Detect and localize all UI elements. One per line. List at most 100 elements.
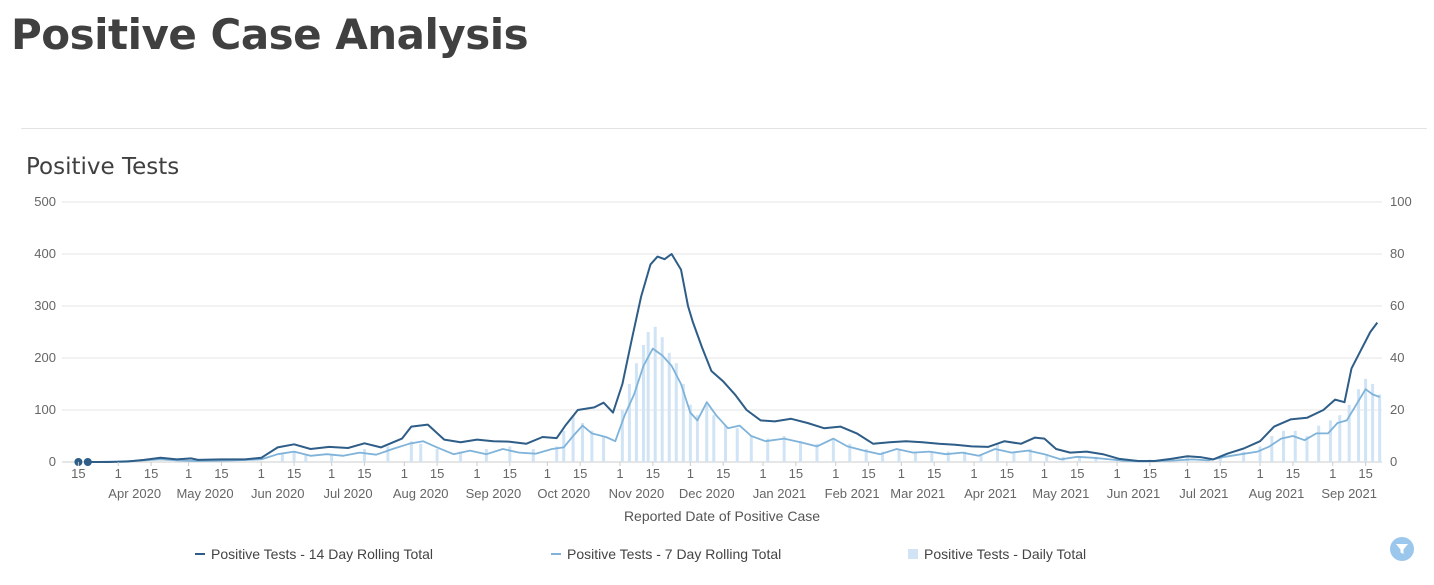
x-tick-label: 15 [1213, 466, 1227, 481]
daily-total-bar [1378, 394, 1382, 462]
x-tick-label: 15 [1143, 466, 1157, 481]
daily-total-bar [782, 436, 786, 462]
daily-total-bar [292, 451, 296, 462]
daily-total-bar [1282, 430, 1286, 462]
daily-total-bar [508, 446, 512, 462]
x-month-label: Aug 2020 [393, 486, 449, 501]
daily-total-bar [627, 384, 631, 462]
daily-total-bar [660, 337, 664, 462]
legend-swatch [908, 549, 918, 559]
x-tick-label: 1 [1113, 466, 1120, 481]
daily-total-bar [674, 363, 678, 462]
x-month-label: May 2021 [1032, 486, 1089, 501]
series-7-day-line [90, 347, 1381, 463]
daily-total-bar [330, 454, 334, 462]
daily-total-bar [386, 446, 390, 462]
daily-total-bar [1305, 436, 1309, 462]
x-tick-label: 1 [970, 466, 977, 481]
daily-total-bar [735, 428, 739, 462]
daily-total-bar [667, 352, 671, 462]
daily-total-bar [724, 425, 728, 462]
x-tick-label: 15 [71, 466, 85, 481]
daily-total-bar [799, 441, 803, 462]
x-tick-label: 1 [898, 466, 905, 481]
daily-total-bar [1258, 446, 1262, 462]
filter-icon [1396, 544, 1408, 554]
daily-total-bar [815, 443, 819, 462]
y-tick-label-right: 40 [1390, 350, 1404, 365]
legend-swatch [195, 553, 205, 555]
x-month-label: Jul 2021 [1179, 486, 1228, 501]
legend-label: Positive Tests - Daily Total [924, 546, 1087, 562]
daily-total-bar [1328, 420, 1332, 462]
daily-total-bar [1357, 389, 1361, 462]
daily-total-bar [571, 415, 575, 462]
x-tick-label: 1 [115, 466, 122, 481]
daily-total-bar [1364, 378, 1368, 462]
daily-total-bar [459, 451, 463, 462]
daily-total-bar [1028, 449, 1032, 462]
daily-total-bar [435, 449, 439, 462]
x-month-label: Jun 2021 [1107, 486, 1161, 501]
series-point [83, 458, 92, 466]
daily-total-bar [946, 451, 950, 462]
daily-total-bar [1371, 384, 1375, 462]
daily-total-bar [484, 449, 488, 462]
x-tick-label: 1 [1329, 466, 1336, 481]
filter-button[interactable] [1390, 537, 1414, 561]
x-tick-label: 1 [832, 466, 839, 481]
x-tick-label: 15 [357, 466, 371, 481]
daily-total-bar [995, 443, 999, 462]
daily-total-bar [602, 436, 606, 462]
daily-total-bar [1012, 451, 1016, 462]
x-month-label: Dec 2020 [679, 486, 735, 501]
y-tick-label-right: 60 [1390, 298, 1404, 313]
x-tick-label: 15 [716, 466, 730, 481]
page-title: Positive Case Analysis [11, 10, 529, 59]
x-month-label: May 2020 [176, 486, 233, 501]
daily-total-bar [1218, 456, 1222, 462]
daily-total-bar [280, 454, 284, 462]
legend-item-daily[interactable]: Positive Tests - Daily Total [908, 546, 1086, 562]
x-tick-label: 15 [573, 466, 587, 481]
x-month-label: Jun 2020 [251, 486, 305, 501]
daily-total-bar [555, 446, 559, 462]
daily-total-bar [766, 438, 770, 462]
x-tick-label: 1 [328, 466, 335, 481]
daily-total-bar [620, 410, 624, 462]
daily-total-bar [641, 345, 645, 462]
x-tick-label: 1 [1184, 466, 1191, 481]
daily-total-bar [681, 384, 685, 462]
daily-total-bar [688, 404, 692, 462]
y-tick-label-left: 200 [34, 350, 56, 365]
daily-total-bar [409, 441, 413, 462]
daily-total-bar [897, 449, 901, 462]
x-month-label: Apr 2021 [964, 486, 1017, 501]
x-tick-label: 1 [185, 466, 192, 481]
x-tick-label: 15 [214, 466, 228, 481]
daily-total-bar [930, 451, 934, 462]
daily-total-bar [419, 443, 423, 462]
x-tick-label: 1 [473, 466, 480, 481]
daily-total-bar [304, 454, 308, 462]
daily-total-bar [712, 415, 716, 462]
legend-swatch [551, 553, 561, 555]
x-tick-label: 15 [861, 466, 875, 481]
x-tick-label: 1 [544, 466, 551, 481]
x-month-label: Aug 2021 [1249, 486, 1305, 501]
daily-total-bar [590, 430, 594, 462]
x-tick-label: 15 [144, 466, 158, 481]
daily-total-bar [963, 451, 967, 462]
y-tick-label-left: 500 [34, 194, 56, 209]
legend-item-14-day[interactable]: Positive Tests - 14 Day Rolling Total [195, 546, 433, 562]
series-14-day-line [90, 253, 1379, 463]
y-tick-label-left: 0 [49, 454, 56, 469]
x-tick-label: 1 [401, 466, 408, 481]
legend-item-7-day[interactable]: Positive Tests - 7 Day Rolling Total [551, 546, 781, 562]
y-tick-label-left: 100 [34, 402, 56, 417]
daily-total-bar [1078, 456, 1082, 462]
x-tick-label: 1 [616, 466, 623, 481]
x-tick-label: 15 [287, 466, 301, 481]
x-month-label: Jul 2020 [323, 486, 372, 501]
daily-total-bar [1317, 425, 1321, 462]
